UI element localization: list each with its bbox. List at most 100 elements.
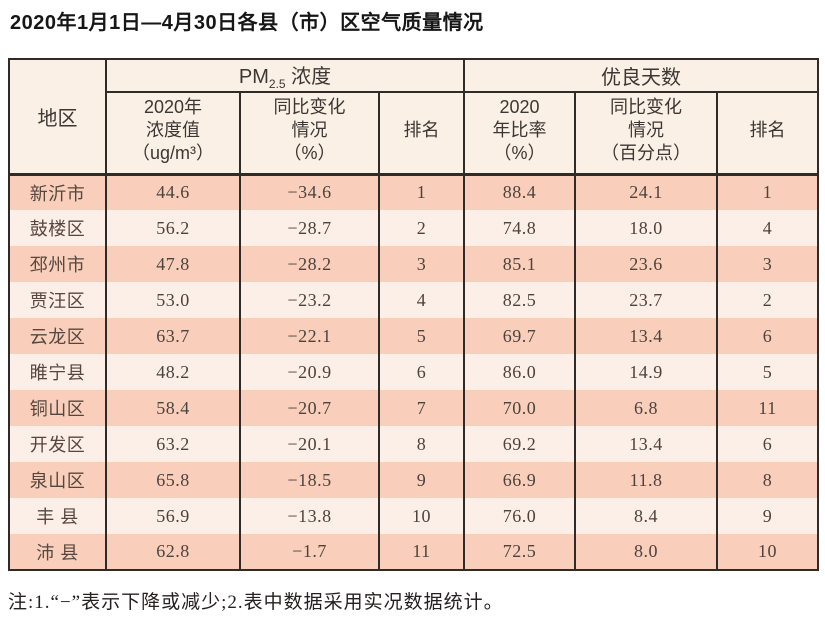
cell-days-rate: 82.5	[463, 282, 577, 318]
cell-days-rank: 11	[716, 390, 820, 426]
pm25-label-prefix: PM	[238, 66, 269, 88]
cell-days-change: 8.4	[574, 498, 719, 534]
cell-pm-rank: 7	[377, 390, 466, 426]
header-group-good-days: 优良天数	[463, 59, 820, 93]
cell-days-rank: 5	[716, 354, 820, 390]
cell-days-change: 23.6	[574, 246, 719, 282]
header-sub-row: 2020年 浓度值 （ug/m³） 同比变化 情况 （%） 排名 2020 年比…	[9, 92, 820, 176]
cell-days-rate: 70.0	[463, 390, 577, 426]
cell-pm-rank: 6	[377, 354, 466, 390]
header-line: 情况	[291, 120, 328, 141]
cell-pm-value: 63.2	[105, 426, 241, 462]
header-line: 浓度值	[146, 120, 200, 141]
pm25-label-subscript: 2.5	[268, 77, 286, 91]
table-header: 地区 PM2.5 浓度 优良天数 2020年 浓度值 （ug/m³） 同比变化 …	[8, 59, 820, 176]
table-row: 铜山区 58.4 −20.7 7 70.0 6.8 11	[8, 390, 820, 426]
cell-days-rate: 86.0	[463, 354, 577, 390]
cell-pm-change: −20.7	[239, 390, 380, 426]
cell-pm-rank: 8	[377, 426, 466, 462]
cell-pm-rank: 11	[377, 534, 466, 570]
header-pm-change: 同比变化 情况 （%）	[239, 92, 380, 176]
cell-pm-value: 47.8	[105, 246, 241, 282]
header-line: 年比率	[492, 120, 547, 141]
cell-pm-change: −13.8	[239, 498, 380, 534]
cell-pm-rank: 3	[377, 246, 466, 282]
table-row: 泉山区 65.8 −18.5 9 66.9 11.8 8	[8, 462, 820, 498]
cell-days-rank: 10	[716, 534, 820, 570]
cell-days-change: 18.0	[574, 210, 719, 246]
cell-pm-value: 53.0	[105, 282, 241, 318]
cell-days-rate: 69.7	[463, 318, 577, 354]
cell-pm-value: 48.2	[105, 354, 241, 390]
cell-region: 丰 县	[8, 498, 107, 534]
page-title: 2020年1月1日—4月30日各县（市）区空气质量情况	[10, 12, 484, 34]
header-line: （百分点）	[601, 143, 692, 164]
header-group-pm25: PM2.5 浓度	[104, 59, 466, 93]
cell-region: 邳州市	[8, 246, 107, 282]
table-row: 开发区 63.2 −20.1 8 69.2 13.4 6	[8, 426, 820, 462]
header-region: 地区	[8, 59, 107, 176]
cell-days-rank: 3	[716, 246, 820, 282]
cell-pm-change: −1.7	[239, 534, 380, 570]
header-line: （%）	[493, 143, 546, 164]
cell-days-rate: 72.5	[463, 534, 577, 570]
cell-pm-rank: 10	[377, 498, 466, 534]
cell-days-rate: 88.4	[463, 174, 577, 210]
cell-region: 开发区	[8, 426, 107, 462]
cell-days-change: 14.9	[574, 354, 719, 390]
cell-days-rate: 76.0	[463, 498, 577, 534]
header-days-change: 同比变化 情况 （百分点）	[574, 92, 719, 176]
header-line: （ug/m³）	[131, 143, 214, 164]
cell-region: 铜山区	[8, 390, 107, 426]
cell-pm-rank: 5	[377, 318, 466, 354]
cell-days-rank: 1	[716, 174, 820, 210]
table-row: 新沂市 44.6 −34.6 1 88.4 24.1 1	[8, 174, 820, 210]
cell-pm-value: 62.8	[105, 534, 241, 570]
header-group-row: 地区 PM2.5 浓度 优良天数	[8, 59, 820, 176]
cell-days-change: 8.0	[574, 534, 719, 570]
cell-pm-change: −18.5	[239, 462, 380, 498]
header-pm-rank: 排名	[377, 92, 466, 176]
table-row: 云龙区 63.7 −22.1 5 69.7 13.4 6	[8, 318, 820, 354]
table-row: 丰 县 56.9 −13.8 10 76.0 8.4 9	[8, 498, 820, 534]
cell-days-change: 13.4	[574, 318, 719, 354]
header-line: 情况	[628, 120, 665, 141]
header-line: 2020	[499, 96, 540, 117]
cell-pm-change: −28.7	[239, 210, 380, 246]
cell-days-change: 11.8	[574, 462, 719, 498]
cell-days-rate: 66.9	[463, 462, 577, 498]
page: 2020年1月1日—4月30日各县（市）区空气质量情况 地区 PM2.5 浓度 …	[0, 10, 825, 630]
header-line: （%）	[283, 143, 336, 164]
cell-days-rank: 6	[716, 426, 820, 462]
cell-pm-change: −22.1	[239, 318, 380, 354]
header-line: 2020年	[143, 96, 203, 117]
cell-days-rate: 69.2	[463, 426, 577, 462]
cell-pm-rank: 1	[377, 174, 466, 210]
cell-region: 云龙区	[8, 318, 107, 354]
cell-days-rank: 6	[716, 318, 820, 354]
cell-region: 新沂市	[8, 174, 107, 210]
table-row: 睢宁县 48.2 −20.9 6 86.0 14.9 5	[8, 354, 820, 390]
table-row: 沛 县 62.8 −1.7 11 72.5 8.0 10	[8, 534, 820, 570]
cell-region: 沛 县	[8, 534, 107, 570]
cell-days-rank: 2	[716, 282, 820, 318]
table-row: 鼓楼区 56.2 −28.7 2 74.8 18.0 4	[8, 210, 820, 246]
cell-days-rank: 4	[716, 210, 820, 246]
table-body: 新沂市 44.6 −34.6 1 88.4 24.1 1 鼓楼区 56.2 −2…	[8, 174, 820, 570]
cell-pm-value: 63.7	[105, 318, 241, 354]
cell-pm-value: 44.6	[105, 174, 241, 210]
air-quality-table: 地区 PM2.5 浓度 优良天数 2020年 浓度值 （ug/m³） 同比变化 …	[8, 58, 820, 571]
table-row: 邳州市 47.8 −28.2 3 85.1 23.6 3	[8, 246, 820, 282]
cell-pm-change: −28.2	[239, 246, 380, 282]
pm25-label-suffix: 浓度	[285, 66, 332, 88]
header-line: 同比变化	[610, 96, 683, 117]
cell-pm-change: −34.6	[239, 174, 380, 210]
cell-days-rate: 85.1	[463, 246, 577, 282]
cell-pm-change: −20.9	[239, 354, 380, 390]
cell-pm-value: 56.2	[105, 210, 241, 246]
cell-pm-change: −23.2	[239, 282, 380, 318]
cell-days-change: 6.8	[574, 390, 719, 426]
cell-pm-value: 58.4	[105, 390, 241, 426]
cell-pm-rank: 9	[377, 462, 466, 498]
cell-pm-rank: 2	[377, 210, 466, 246]
